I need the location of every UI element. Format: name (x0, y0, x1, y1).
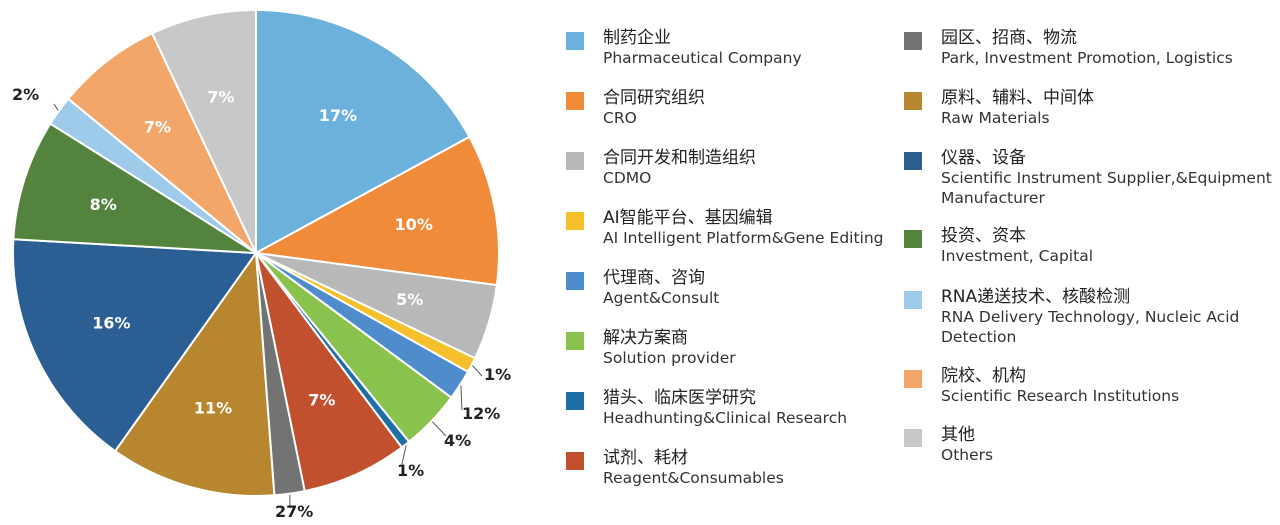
legend-item-ai-platform: AI智能平台、基因编辑 AI Intelligent Platform&Gene… (566, 208, 884, 248)
legend-swatch (566, 152, 584, 170)
legend-swatch (904, 32, 922, 50)
slice-label: 27% (275, 502, 313, 521)
slice-label: 12% (462, 404, 500, 423)
pie-chart: 17% 10% 5% 1% 12% 4% 1% 7% 27% 11% 16% 8% 2% 7% 7% (12, 8, 511, 521)
legend-swatch (566, 92, 584, 110)
legend-label-zh: 院校、机构 (941, 366, 1026, 386)
leader-line (431, 421, 447, 437)
legend-item-research-institutions: 院校、机构 Scientific Research Institutions (904, 366, 1179, 406)
pie-slice (252, 135, 500, 287)
leader-line (472, 365, 483, 377)
legend-label-en: Headhunting&Clinical Research (603, 409, 848, 427)
slice-label: 10% (395, 215, 433, 234)
legend-label-zh: 园区、招商、物流 (941, 28, 1077, 48)
legend-label-zh: RNA递送技术、核酸检测 (941, 287, 1131, 307)
legend-label-en: RNA Delivery Technology, Nucleic Acid De… (941, 308, 1240, 346)
legend-label-zh: 代理商、咨询 (603, 268, 705, 288)
legend-label-en: Others (941, 446, 994, 464)
legend-swatch (566, 332, 584, 350)
legend-label-zh: 试剂、耗材 (603, 448, 688, 468)
legend-swatch (566, 452, 584, 470)
pie-slice (255, 8, 471, 255)
slice-label: 1% (484, 365, 511, 384)
slice-label: 7% (144, 118, 171, 137)
pie-slice (12, 122, 257, 254)
legend-label-en: Park, Investment Promotion, Logistics (941, 49, 1233, 67)
legend-label-zh: 合同开发和制造组织 (603, 148, 756, 168)
legend-swatch (566, 32, 584, 50)
legend-label-zh: 合同研究组织 (603, 88, 705, 108)
legend-item-instrument-equipment: 仪器、设备 Scientific Instrument Supplier,&Eq… (904, 148, 1272, 208)
legend-swatch (904, 291, 922, 309)
legend-label-en: Raw Materials (941, 109, 1050, 127)
leader-line (53, 103, 59, 111)
legend-item-raw-materials: 原料、辅料、中间体 Raw Materials (904, 88, 1094, 128)
legend-label-en: Scientific Research Institutions (941, 387, 1180, 405)
legend-label-en: Scientific Instrument Supplier,&Equipmen… (941, 169, 1272, 207)
legend-swatch (904, 152, 922, 170)
pie-slice (150, 8, 257, 254)
legend-swatch (904, 92, 922, 110)
slice-label: 4% (444, 431, 471, 450)
legend-swatch (904, 429, 922, 447)
pie-slice (113, 250, 276, 497)
leader-line (401, 445, 407, 465)
slice-label: 7% (207, 88, 234, 107)
legend-label-en: AI Intelligent Platform&Gene Editing (603, 229, 884, 247)
legend-swatch (566, 392, 584, 410)
legend-label-en: Investment, Capital (941, 247, 1093, 265)
legend-item-reagent: 试剂、耗材 Reagent&Consumables (566, 448, 784, 488)
pie-slice (255, 252, 404, 493)
legend-label-en: Pharmaceutical Company (603, 49, 802, 67)
legend-label-en: CDMO (603, 169, 652, 187)
slice-label: 1% (397, 461, 424, 480)
legend-item-agent-consult: 代理商、咨询 Agent&Consult (566, 268, 719, 308)
slice-label: 8% (90, 195, 117, 214)
legend-swatch (566, 272, 584, 290)
legend-swatch (566, 212, 584, 230)
legend-label-zh: 原料、辅料、中间体 (941, 88, 1094, 108)
slice-label: 17% (319, 106, 357, 125)
legend-label-en: Solution provider (603, 349, 736, 367)
legend-label-en: Reagent&Consumables (603, 469, 784, 487)
legend-label-zh: 猎头、临床医学研究 (603, 388, 756, 408)
slice-label: 5% (396, 290, 423, 309)
pie-slice (12, 238, 258, 453)
legend-item-pharmaceutical-company: 制药企业 Pharmaceutical Company (566, 28, 802, 68)
slice-label: 11% (194, 399, 232, 418)
legend-label-zh: 仪器、设备 (941, 148, 1026, 168)
slice-label: 2% (12, 85, 39, 104)
legend-item-headhunting: 猎头、临床医学研究 Headhunting&Clinical Research (566, 388, 847, 428)
legend-label-zh: 投资、资本 (941, 226, 1026, 246)
leader-line (460, 385, 463, 411)
legend-item-solution-provider: 解决方案商 Solution provider (566, 328, 736, 368)
legend-label-zh: 制药企业 (603, 28, 671, 48)
legend-label-zh: 解决方案商 (603, 328, 688, 348)
slice-label: 7% (308, 390, 335, 409)
legend-label-zh: AI智能平台、基因编辑 (603, 208, 773, 228)
legend-item-cdmo: 合同开发和制造组织 CDMO (566, 148, 756, 188)
slice-label: 16% (92, 314, 130, 333)
pie-slice (66, 31, 257, 254)
legend-item-investment-capital: 投资、资本 Investment, Capital (904, 226, 1093, 266)
legend-item-others: 其他 Others (904, 425, 993, 465)
legend-label-en: Agent&Consult (603, 289, 720, 307)
legend-label-zh: 其他 (941, 425, 975, 445)
legend-item-rna-delivery: RNA递送技术、核酸检测 RNA Delivery Technology, Nu… (904, 287, 1239, 347)
legend-swatch (904, 230, 922, 248)
legend-label-en: CRO (603, 109, 637, 127)
legend-item-cro: 合同研究组织 CRO (566, 88, 705, 128)
legend-item-park-logistics: 园区、招商、物流 Park, Investment Promotion, Log… (904, 28, 1233, 68)
legend-swatch (904, 370, 922, 388)
